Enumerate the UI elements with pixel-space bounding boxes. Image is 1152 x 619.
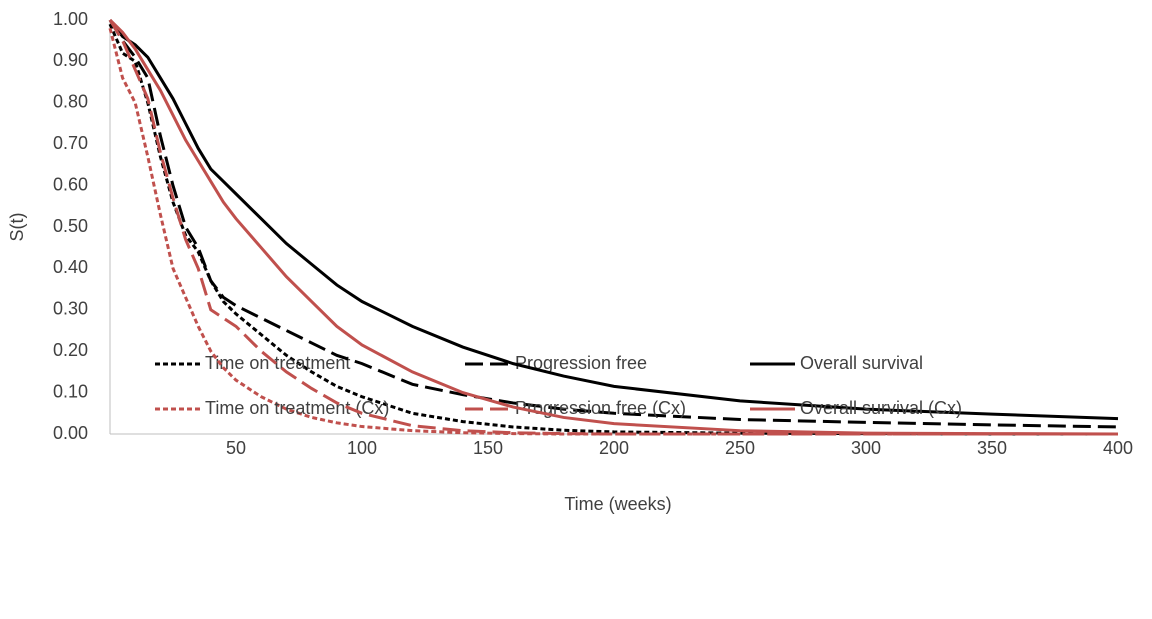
legend-label: Time on treatment (Cx) <box>205 398 389 418</box>
series-line <box>108 18 1119 436</box>
y-tick-label: 0.70 <box>53 133 88 153</box>
series-line <box>108 27 1118 436</box>
x-tick-label: 250 <box>725 438 755 458</box>
y-axis-title: S(t) <box>7 213 27 242</box>
y-tick-label: 0.10 <box>53 381 88 401</box>
x-tick-label: 400 <box>1103 438 1133 458</box>
x-tick-label: 300 <box>851 438 881 458</box>
y-tick-label: 0.60 <box>53 174 88 194</box>
series-line <box>108 19 1119 421</box>
legend-label: Overall survival (Cx) <box>800 398 962 418</box>
y-tick-label: 0.00 <box>53 423 88 443</box>
y-tick-label: 0.80 <box>53 92 88 112</box>
legend-label: Progression free (Cx) <box>515 398 686 418</box>
legend-label: Overall survival <box>800 353 923 373</box>
x-tick-label: 100 <box>347 438 377 458</box>
x-tick-label: 200 <box>599 438 629 458</box>
legend-label: Progression free <box>515 353 647 373</box>
y-tick-label: 0.30 <box>53 299 88 319</box>
y-tick-label: 0.50 <box>53 216 88 236</box>
x-axis-title: Time (weeks) <box>564 494 671 514</box>
x-tick-label: 50 <box>226 438 246 458</box>
series-line <box>108 23 1118 436</box>
legend-label: Time on treatment <box>205 353 350 373</box>
series-line <box>108 19 1119 429</box>
y-tick-label: 0.90 <box>53 50 88 70</box>
y-tick-label: 0.40 <box>53 257 88 277</box>
y-tick-label: 1.00 <box>53 9 88 29</box>
series-line <box>108 19 1118 436</box>
y-tick-label: 0.20 <box>53 340 88 360</box>
x-tick-label: 150 <box>473 438 503 458</box>
x-tick-label: 350 <box>977 438 1007 458</box>
